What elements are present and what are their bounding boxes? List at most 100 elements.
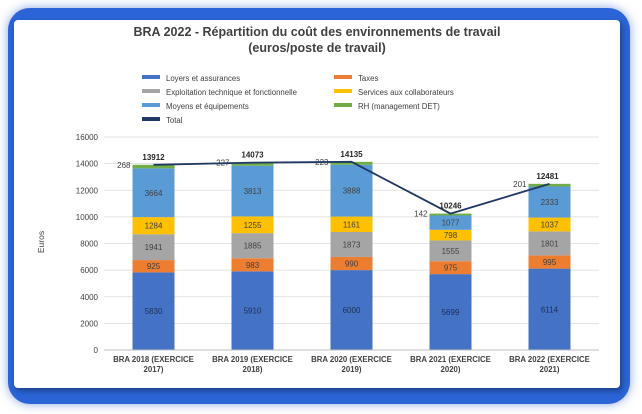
y-tick-12000: 12000 [76,186,99,195]
label-loyers-et-assurances-3: 6000 [343,306,361,315]
label-moyens-et-equipements-2: 3813 [244,187,262,196]
total-label-5: 12481 [536,172,559,181]
x-tick-label-3-line-1: BRA 2020 (EXERCICE [311,355,392,364]
bar-rh-management-det-4 [429,213,472,216]
bar-rh-management-det-5 [528,183,571,187]
label-services-aux-collaborateurs-3: 1161 [343,220,361,229]
bar-exploitation-technique-et-fonctionnelle-4 [429,240,472,262]
label-exploitation-technique-et-fonctionnelle-1: 1941 [145,243,163,252]
label-services-aux-collaborateurs-5: 1037 [541,220,559,229]
bar-services-aux-collaborateurs-2 [231,216,274,234]
x-tick-label-2-line-2: 2018) [243,365,263,374]
x-tick-label-1-line-1: BRA 2018 (EXERCICE [113,355,194,364]
label-moyens-et-equipements-1: 3664 [145,189,163,198]
y-tick-8000: 8000 [80,240,98,249]
bar-taxes-3 [330,256,373,271]
total-line: 13912 14073 14135 10246 12481 [142,150,559,215]
x-tick-label-5-line-1: BRA 2022 (EXERCICE [509,355,590,364]
legend-label-moyens-et-equipements: Moyens et équipements [166,102,249,111]
bar-taxes-1 [132,260,175,273]
bar-services-aux-collaborateurs-3 [330,216,373,233]
x-tick-label-1-line-2: 2017) [144,365,164,374]
bar-moyens-et-equipements-4 [429,215,472,230]
label-taxes-5: 995 [543,258,557,267]
bar-taxes-2 [231,258,274,272]
label-exploitation-technique-et-fonctionnelle-4: 1555 [442,247,460,256]
total-label-1: 13912 [142,153,165,162]
bar-services-aux-collaborateurs-1 [132,217,175,235]
x-tick-label-4-line-2: 2020) [441,365,461,374]
y-tick-4000: 4000 [80,293,98,302]
bar-moyens-et-equipements-5 [528,186,571,218]
chart-subtitle: (euros/poste de travail) [248,41,386,55]
bar-taxes-4 [429,261,472,275]
label-taxes-2: 983 [246,261,260,270]
y-tick-14000: 14000 [76,160,99,169]
legend-label-services-aux-collaborateurs: Services aux collaborateurs [358,88,454,97]
y-tick-16000: 16000 [76,133,99,142]
legend-label-exploitation-technique-et-fonctionnelle: Exploitation technique et fonctionnelle [166,88,297,97]
bars [132,161,571,350]
legend-swatch-services-aux-collaborateurs [334,89,352,93]
label-taxes-4: 975 [444,264,458,273]
y-tick-0: 0 [94,346,99,355]
bar-exploitation-technique-et-fonctionnelle-3 [330,232,373,257]
chart-card: BRA 2022 - Répartition du coût des envir… [14,20,620,388]
bar-loyers-et-assurances-3 [330,270,373,350]
label-loyers-et-assurances-4: 5699 [442,308,460,317]
bar-exploitation-technique-et-fonctionnelle-1 [132,234,175,261]
label-taxes-1: 925 [147,262,161,271]
x-tick-label-2-line-1: BRA 2019 (EXERCICE [212,355,293,364]
y-tick-10000: 10000 [76,213,99,222]
segment-labels: 5830 925 1941 1284 3664 268 5910 983 1885 1255 381… [117,158,559,317]
bar-exploitation-technique-et-fonctionnelle-5 [528,231,571,256]
label-loyers-et-assurances-5: 6114 [541,305,559,314]
x-tick-label-3-line-2: 2019) [342,365,362,374]
legend-swatch-loyers-et-assurances [142,75,160,79]
label-moyens-et-equipements-4: 1077 [442,219,460,228]
label-exploitation-technique-et-fonctionnelle-3: 1873 [343,240,361,249]
bar-taxes-5 [528,255,571,269]
legend-label-loyers-et-assurances: Loyers et assurances [166,74,240,83]
label-exploitation-technique-et-fonctionnelle-5: 1801 [541,239,559,248]
bar-rh-management-det-1 [132,164,175,169]
bar-loyers-et-assurances-1 [132,272,175,350]
x-tick-label-5-line-2: 2021) [540,365,560,374]
label-moyens-et-equipements-5: 2333 [541,198,559,207]
label-rh-management-det-5: 201 [513,180,527,189]
stacked-bar-chart: BRA 2022 - Répartition du coût des envir… [36,25,599,374]
chart-title: BRA 2022 - Répartition du coût des envir… [134,25,501,39]
legend-swatch-exploitation-technique-et-fonctionnelle [142,89,160,93]
bar-services-aux-collaborateurs-4 [429,229,472,241]
y-axis: 0 2000 4000 6000 8000 10000 12000 14000 16000 [76,133,99,355]
label-rh-management-det-4: 142 [414,210,428,219]
legend-swatch-taxes [334,75,352,79]
label-rh-management-det-1: 268 [117,161,131,170]
label-services-aux-collaborateurs-2: 1255 [244,221,262,230]
bar-moyens-et-equipements-3 [330,164,373,217]
label-services-aux-collaborateurs-4: 798 [444,231,458,240]
label-moyens-et-equipements-3: 3888 [343,187,361,196]
total-label-3: 14135 [340,150,363,159]
y-axis-label: Euros [36,231,46,253]
bar-services-aux-collaborateurs-5 [528,217,571,232]
label-taxes-3: 990 [345,260,359,269]
bar-rh-management-det-2 [231,162,274,166]
bar-moyens-et-equipements-1 [132,168,175,218]
legend-label-taxes: Taxes [358,74,378,83]
total-label-4: 10246 [439,202,462,211]
x-tick-label-4-line-1: BRA 2021 (EXERCICE [410,355,491,364]
label-exploitation-technique-et-fonctionnelle-2: 1885 [244,242,262,251]
label-loyers-et-assurances-1: 5830 [145,307,163,316]
label-loyers-et-assurances-2: 5910 [244,307,262,316]
bar-moyens-et-equipements-2 [231,165,274,217]
bar-loyers-et-assurances-5 [528,268,571,350]
legend-label-rh-management-det: RH (management DET) [358,102,440,111]
bar-loyers-et-assurances-4 [429,274,472,350]
bar-exploitation-technique-et-fonctionnelle-2 [231,233,274,259]
y-tick-2000: 2000 [80,319,98,328]
label-services-aux-collaborateurs-1: 1284 [145,222,163,231]
legend-swatch-total [142,117,160,121]
total-label-2: 14073 [241,151,264,160]
legend: Loyers et assurances Taxes Exploitation te… [142,74,454,125]
